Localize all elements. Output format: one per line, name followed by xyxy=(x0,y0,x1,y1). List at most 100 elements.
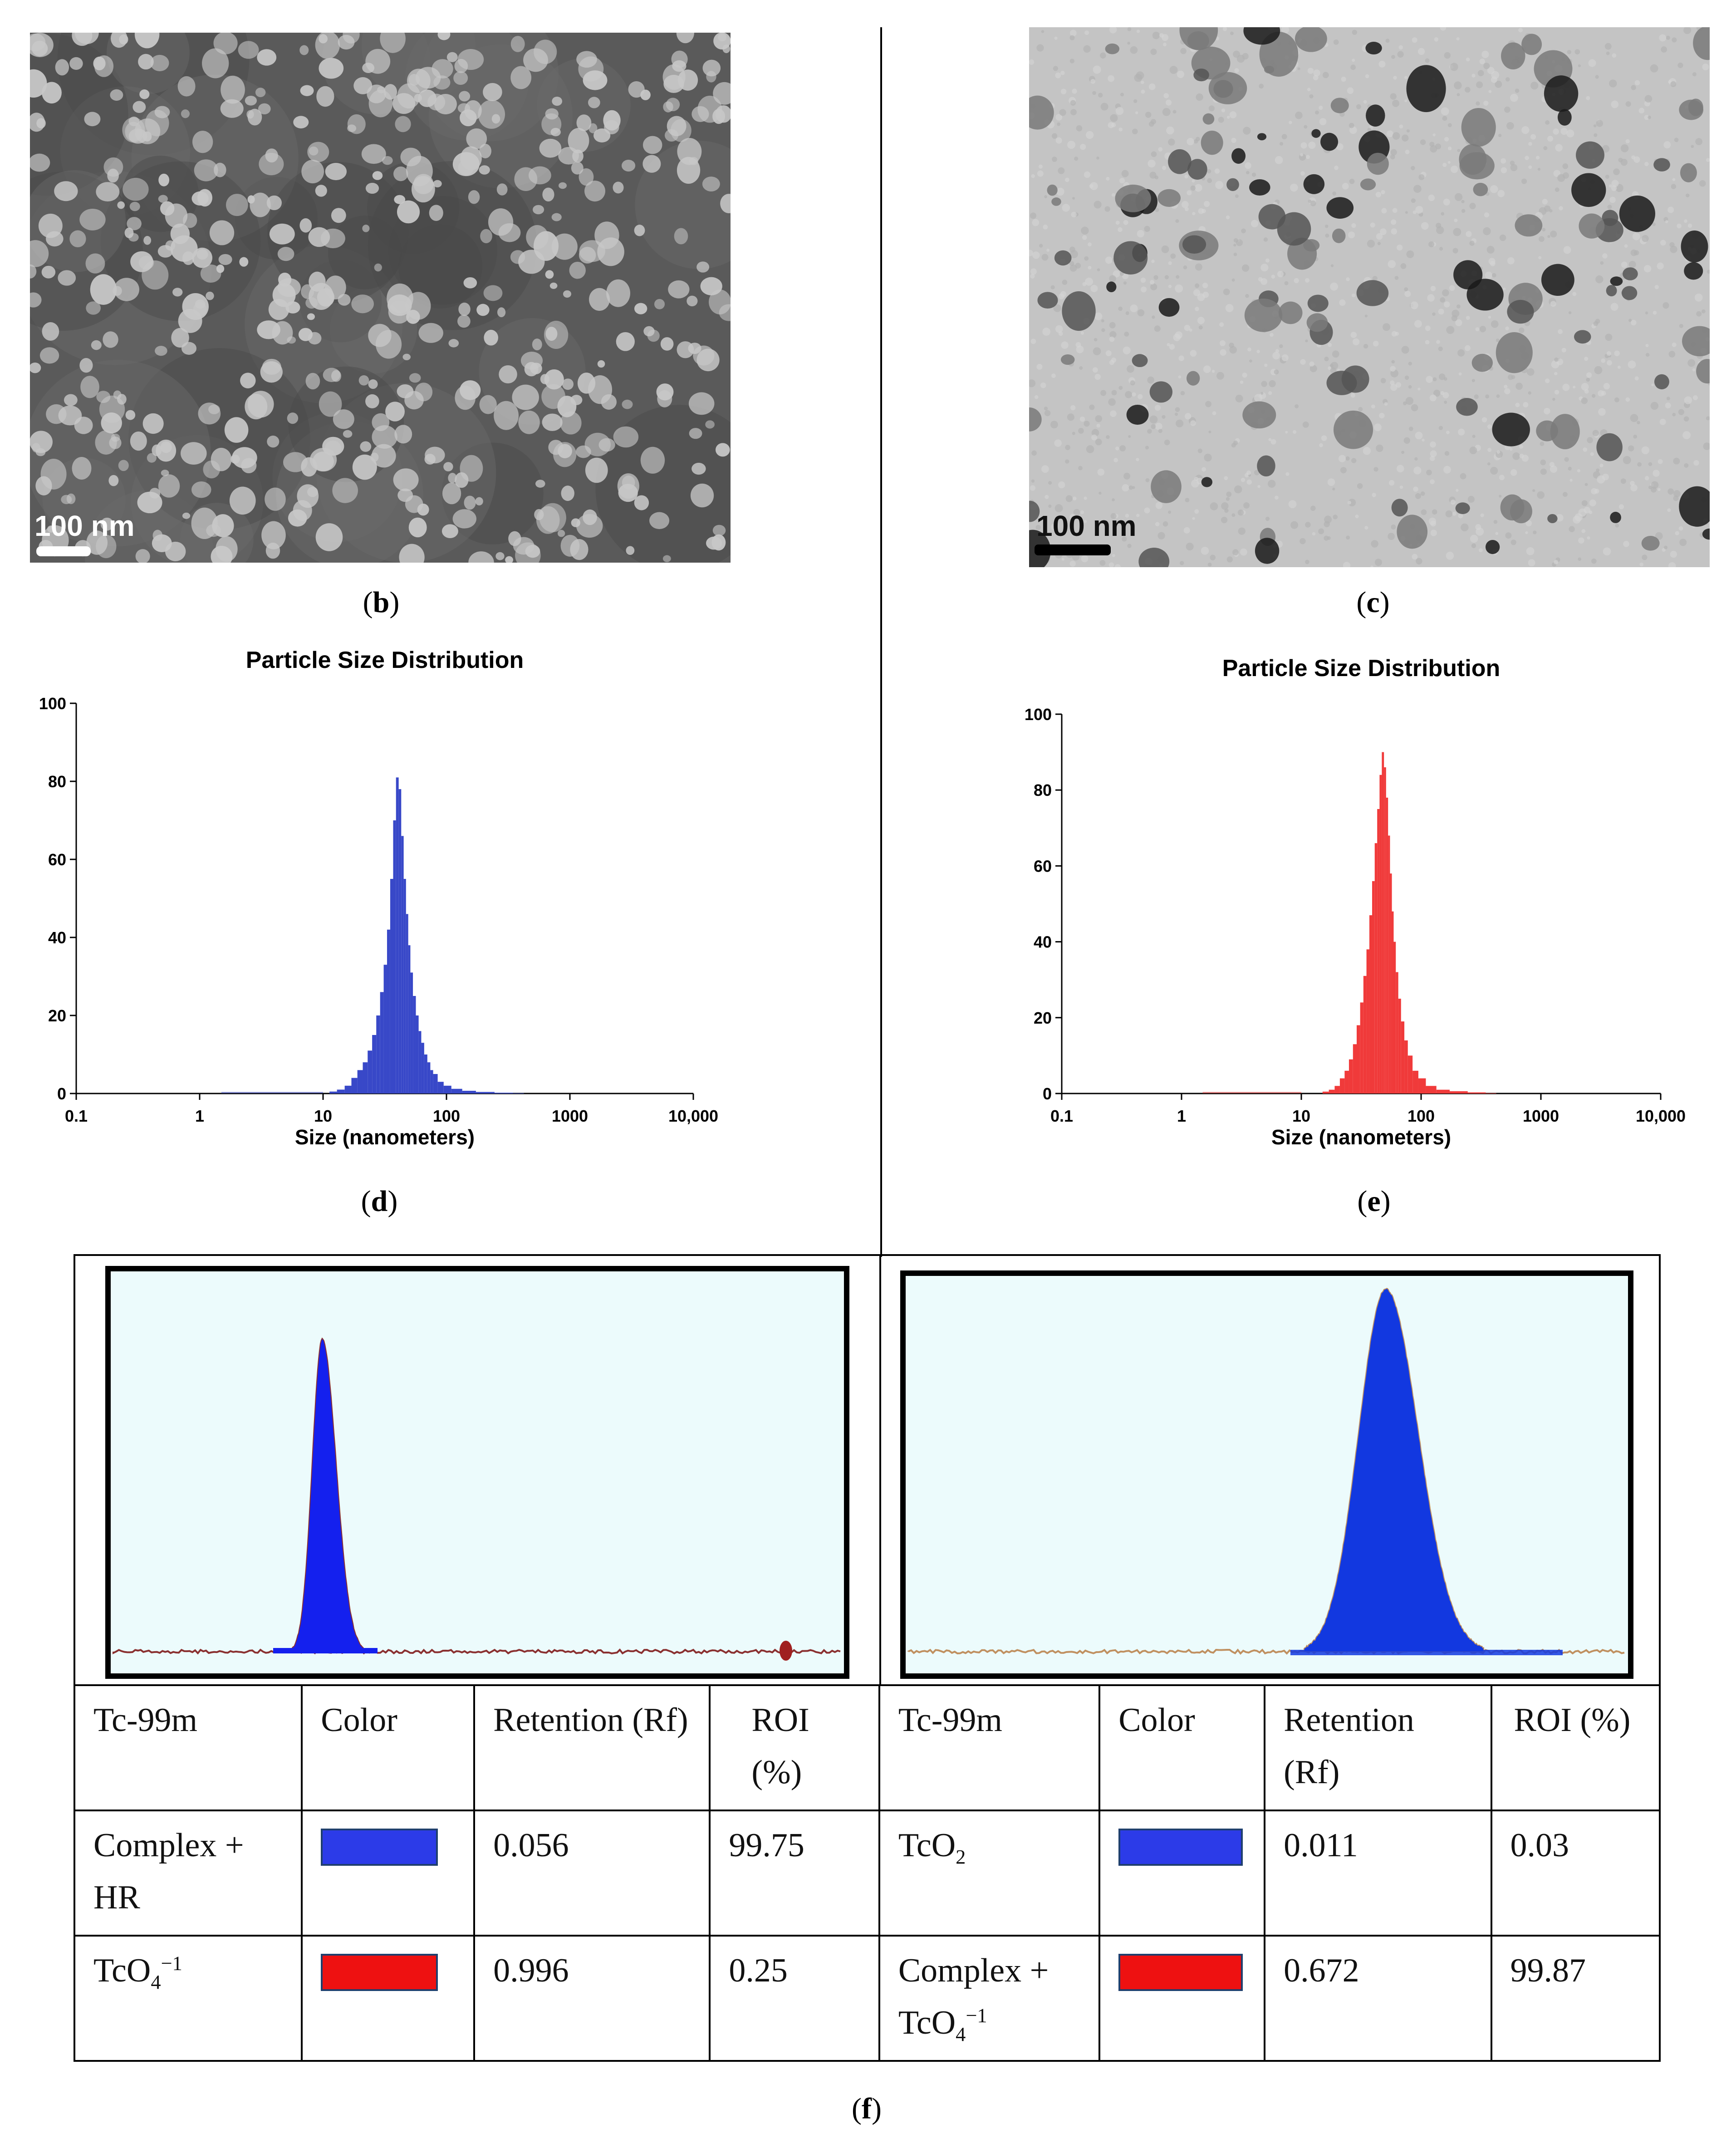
nanoparticle xyxy=(368,379,378,389)
nanoparticle xyxy=(690,483,714,508)
micrograph-texture xyxy=(1671,184,1677,189)
micrograph-texture xyxy=(1480,513,1484,517)
micrograph-texture xyxy=(1058,481,1065,489)
micrograph-texture xyxy=(1118,306,1123,311)
micrograph-texture xyxy=(1149,172,1157,179)
color-swatch-red xyxy=(1118,1954,1243,1991)
nanoparticle xyxy=(1186,371,1200,386)
header-retention-right: Retention (Rf) xyxy=(1264,1684,1492,1811)
nanoparticle xyxy=(135,549,150,563)
micrograph-texture xyxy=(1584,357,1589,361)
distribution-bar xyxy=(1366,949,1369,1094)
nanoparticle xyxy=(402,353,411,360)
micrograph-texture xyxy=(1483,63,1490,69)
micrograph-texture xyxy=(1686,193,1690,197)
distribution-bar xyxy=(1407,1055,1413,1094)
distribution-bar xyxy=(344,1085,352,1094)
distribution-bar xyxy=(433,1074,438,1094)
micrograph-texture xyxy=(1324,357,1329,362)
micrograph-texture xyxy=(1479,59,1485,64)
nanoparticle xyxy=(640,446,665,474)
micrograph-texture xyxy=(1231,278,1235,282)
x-tick-label: 100 xyxy=(1407,1107,1435,1125)
micrograph-texture xyxy=(1388,480,1395,486)
micrograph-texture xyxy=(1416,558,1422,565)
nanoparticle xyxy=(111,433,120,442)
y-tick-label: 0 xyxy=(57,1084,66,1103)
nanoparticle xyxy=(570,539,588,560)
micrograph-texture xyxy=(1630,484,1638,492)
micrograph-texture xyxy=(1430,520,1437,527)
micrograph-texture xyxy=(1207,178,1212,183)
micrograph-texture xyxy=(1084,30,1089,35)
micrograph-texture xyxy=(1175,331,1183,339)
nanoparticle xyxy=(558,147,579,165)
micrograph-texture xyxy=(1490,185,1498,193)
nanoparticle xyxy=(427,93,446,111)
nanoparticle xyxy=(285,301,300,314)
nanoparticle xyxy=(277,278,301,297)
micrograph-texture xyxy=(1042,328,1051,336)
nanoparticle xyxy=(72,457,92,480)
micrograph-texture xyxy=(1168,284,1172,288)
micrograph-texture xyxy=(1441,212,1445,216)
nanoparticle xyxy=(55,59,69,76)
micrograph-texture xyxy=(1668,562,1676,567)
micrograph-texture xyxy=(1045,495,1049,499)
nanoparticle xyxy=(702,177,720,191)
micrograph-texture xyxy=(1229,111,1237,118)
micrograph-texture xyxy=(1691,145,1694,148)
micrograph-texture xyxy=(1150,49,1157,55)
micrograph-texture xyxy=(1456,304,1461,309)
scale-bar-label-c: 100 nm xyxy=(1036,510,1137,542)
micrograph-texture xyxy=(1547,235,1550,238)
micrograph-texture xyxy=(1043,520,1047,525)
micrograph-texture xyxy=(1659,418,1666,425)
micrograph-texture xyxy=(1260,264,1269,272)
distribution-bar xyxy=(1360,1002,1363,1094)
micrograph-texture xyxy=(1429,394,1437,402)
distribution-bar xyxy=(401,836,404,1094)
nanoparticle xyxy=(668,280,690,299)
micrograph-texture xyxy=(1485,394,1490,399)
micrograph-texture xyxy=(1569,479,1573,482)
micrograph-texture xyxy=(1084,496,1087,500)
micrograph-texture xyxy=(1510,539,1516,545)
micrograph-texture xyxy=(1110,513,1117,519)
micrograph-texture xyxy=(1079,417,1085,422)
nanoparticle xyxy=(129,201,140,211)
distribution-bar xyxy=(476,1092,495,1094)
nanoparticle xyxy=(299,45,309,55)
micrograph-texture xyxy=(1433,389,1441,397)
x-axis-label: Size (nanometers) xyxy=(1271,1125,1451,1149)
micrograph-texture xyxy=(1305,559,1309,564)
nanoparticle xyxy=(498,223,521,242)
nanoparticle xyxy=(250,192,271,217)
micrograph-texture xyxy=(1342,183,1349,190)
nanoparticle xyxy=(583,70,608,90)
micrograph-texture xyxy=(1122,484,1129,492)
micrograph-texture xyxy=(1305,522,1311,528)
micrograph-texture xyxy=(1578,64,1581,68)
micrograph-texture xyxy=(1041,254,1049,261)
micrograph-texture xyxy=(1330,282,1338,291)
micrograph-texture xyxy=(1069,35,1075,40)
micrograph-texture xyxy=(1081,226,1089,235)
micrograph-texture xyxy=(1062,204,1070,212)
micrograph-texture xyxy=(1261,381,1267,387)
nanoparticle xyxy=(406,309,420,324)
micrograph-texture xyxy=(1327,478,1335,486)
nanoparticle xyxy=(534,509,544,520)
micrograph-texture xyxy=(1474,394,1479,399)
micrograph-texture xyxy=(1269,380,1276,387)
micrograph-texture xyxy=(1411,198,1416,203)
roi-value: 0.03 xyxy=(1490,1810,1661,1937)
micrograph-texture xyxy=(1054,504,1063,513)
nanoparticle xyxy=(603,110,621,131)
micrograph-texture xyxy=(1454,81,1462,89)
nanoparticle xyxy=(702,59,721,77)
micrograph-texture xyxy=(1595,75,1599,79)
micrograph-texture xyxy=(1501,167,1507,173)
distribution-bar xyxy=(351,1078,358,1094)
nanoparticle xyxy=(1151,470,1182,503)
